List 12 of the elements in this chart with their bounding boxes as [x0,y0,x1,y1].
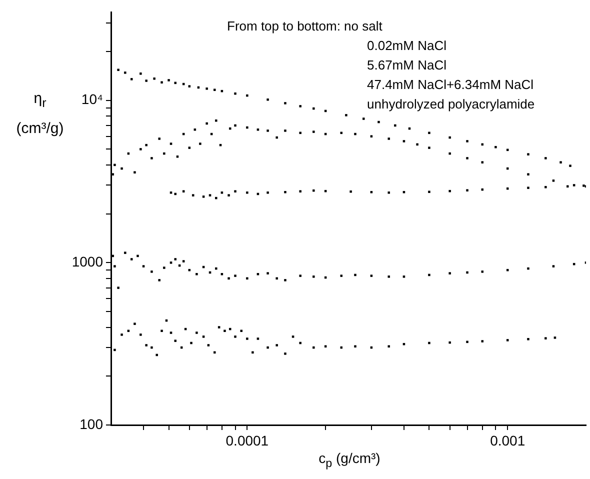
x-axis-title: c$_{p}$ (g/cm³) [318,450,382,470]
x-tick-label: 0.001 [490,432,526,448]
annotation: unhydrolyzed polyacrylamide [367,96,535,112]
y-axis-title: η$_{r}$ (cm³/g) [15,89,65,139]
y-tick-label: 100 [80,416,104,432]
annotation: 5.67mM NaCl [367,58,447,73]
y-tick-label: 10⁴ [81,91,103,108]
annotation: 47.4mM NaCl+6.34mM NaCl [367,77,534,92]
x-tick-label: 0.0001 [226,432,269,448]
annotation: 0.02mM NaCl [367,38,447,54]
annotation: From top to bottom: no salt [227,18,383,34]
y-tick-label: 1000 [72,254,104,270]
